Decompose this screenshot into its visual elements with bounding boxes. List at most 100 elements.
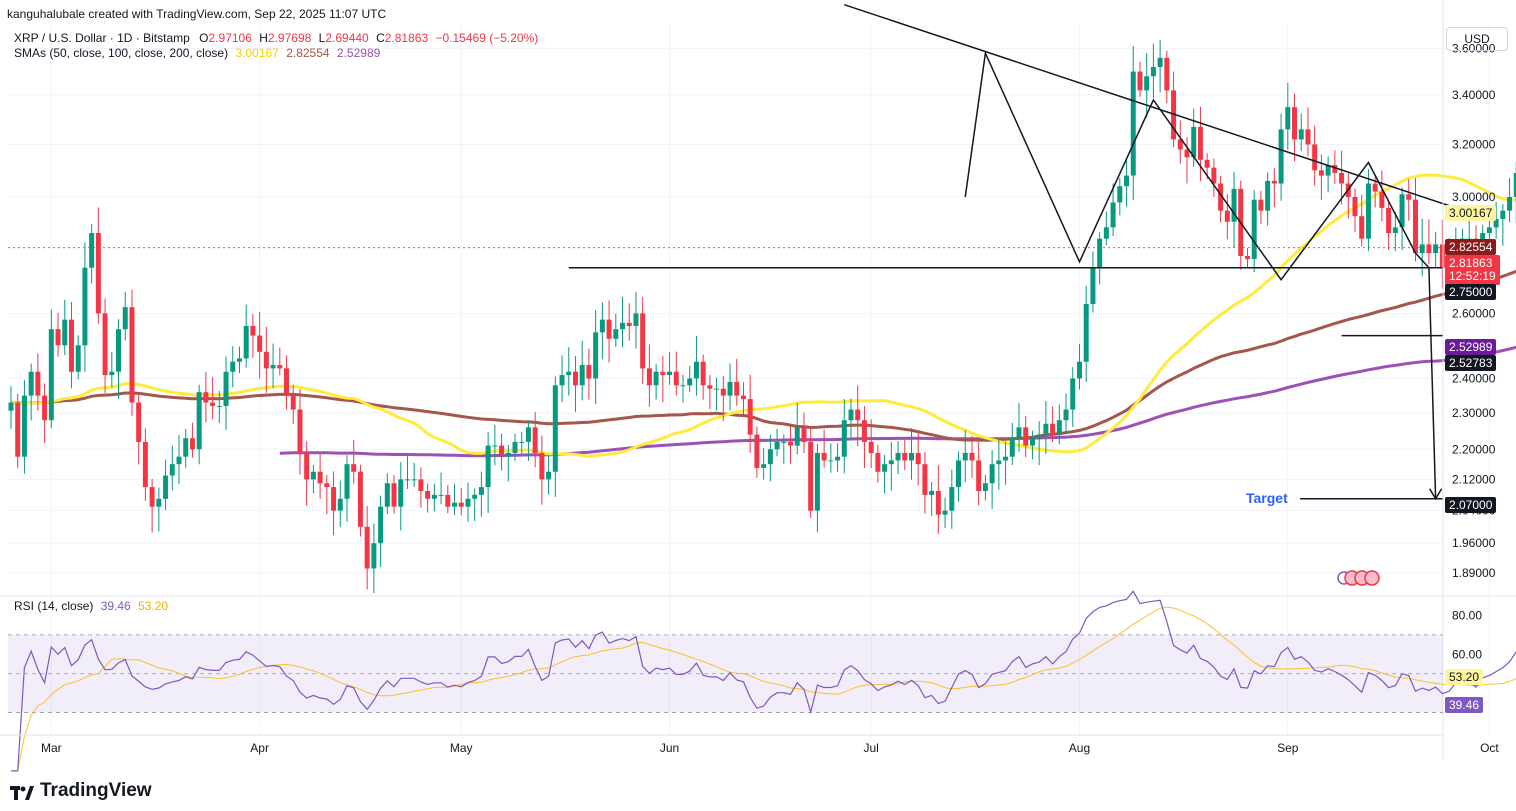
candle <box>1412 177 1418 262</box>
candle-body <box>821 452 827 461</box>
candle-body <box>1372 183 1378 192</box>
candle <box>458 488 464 516</box>
tradingview-logo[interactable]: TradingView <box>10 780 152 802</box>
sma50-line <box>10 173 1516 458</box>
candle-body <box>1426 244 1432 254</box>
rsi-pane: 80.00 60.00 <box>0 590 1516 772</box>
candle <box>378 495 384 567</box>
candle-body <box>1419 244 1425 254</box>
candle-body <box>1197 126 1203 160</box>
candle-body <box>344 464 350 499</box>
candle <box>75 335 81 380</box>
candle-body <box>1009 438 1015 457</box>
candle-body <box>116 329 122 372</box>
candle <box>1392 211 1398 251</box>
candle-body <box>532 427 538 453</box>
candle <box>781 434 787 464</box>
candle <box>1050 406 1056 443</box>
candle <box>586 348 592 400</box>
candle-body <box>700 361 706 386</box>
candle <box>1258 190 1264 224</box>
rsi-legend[interactable]: RSI (14, close) 39.46 53.20 <box>14 599 168 613</box>
candle <box>1352 188 1358 233</box>
candle-body <box>512 441 518 453</box>
candle <box>620 296 626 348</box>
candle-body <box>566 371 572 376</box>
candle <box>949 469 955 529</box>
candle-body <box>1036 434 1042 439</box>
brand-name: TradingView <box>40 780 152 801</box>
candle <box>680 374 686 403</box>
candle <box>156 487 162 532</box>
candle-body <box>465 498 471 507</box>
ohlc-o: 2.97106 <box>208 31 252 45</box>
candle-body <box>21 395 27 457</box>
candle-body <box>257 335 263 352</box>
candle-body <box>1003 456 1009 461</box>
candle <box>888 442 894 491</box>
candle <box>1365 169 1371 252</box>
candle-body <box>855 409 861 421</box>
candle <box>1016 403 1022 452</box>
sma-lines <box>10 173 1516 458</box>
candle-body <box>572 371 578 386</box>
candle-body <box>505 452 511 457</box>
time-tick-label: Apr <box>250 741 269 755</box>
candle <box>1023 415 1029 458</box>
candle-body <box>35 371 41 396</box>
candle-body <box>781 441 787 443</box>
candle-body <box>452 502 458 507</box>
candle-body <box>391 483 397 507</box>
candle-body <box>673 371 679 386</box>
candle-body <box>835 456 841 461</box>
sma200-value: 2.52989 <box>336 46 381 60</box>
candle-body <box>653 371 659 386</box>
candle <box>882 454 888 494</box>
price-grid <box>8 22 1490 735</box>
candle <box>687 365 693 393</box>
candle-body <box>908 452 914 461</box>
rsi-tick-label: 60.00 <box>1452 647 1482 661</box>
candle-body <box>767 449 773 465</box>
candle <box>579 340 585 401</box>
candle <box>203 372 209 423</box>
candle <box>297 389 303 475</box>
candle <box>122 291 128 341</box>
currency-button[interactable]: USD <box>1446 27 1508 51</box>
candle <box>1184 137 1190 184</box>
candle <box>1029 430 1035 460</box>
tag-last-price: 2.81863 12:52:19 <box>1445 255 1500 285</box>
candle <box>210 377 216 420</box>
time-tick-label: Jun <box>660 741 679 755</box>
candle-body <box>331 487 337 511</box>
candle-body <box>337 498 343 511</box>
candle <box>942 497 948 529</box>
rsi-ma-value: 53.20 <box>138 599 169 613</box>
candle <box>1399 187 1405 251</box>
tag-sma200: 2.52989 <box>1445 339 1497 355</box>
candle-body <box>183 438 189 457</box>
candle-body <box>740 395 746 400</box>
candle <box>1339 150 1345 205</box>
candle <box>956 451 962 502</box>
candle <box>996 438 1002 490</box>
candle-body <box>808 441 814 511</box>
candle-body <box>519 441 525 443</box>
candle-body <box>1507 196 1513 211</box>
price-tick-label: 3.40000 <box>1452 88 1496 102</box>
candle <box>243 304 249 368</box>
candle-body <box>317 471 323 484</box>
candle <box>653 364 659 400</box>
candle <box>236 346 242 374</box>
candle <box>1285 82 1291 150</box>
candle <box>1318 154 1324 201</box>
candle <box>1507 178 1513 223</box>
candle-body <box>236 358 242 362</box>
candle <box>129 289 135 416</box>
candle-body <box>1439 244 1445 268</box>
candle-body <box>1412 199 1418 254</box>
candle-body <box>1029 438 1035 446</box>
candle <box>929 481 935 517</box>
sma-legend[interactable]: SMAs (50, close, 100, close, 200, close)… <box>14 46 380 60</box>
candle <box>109 351 115 388</box>
